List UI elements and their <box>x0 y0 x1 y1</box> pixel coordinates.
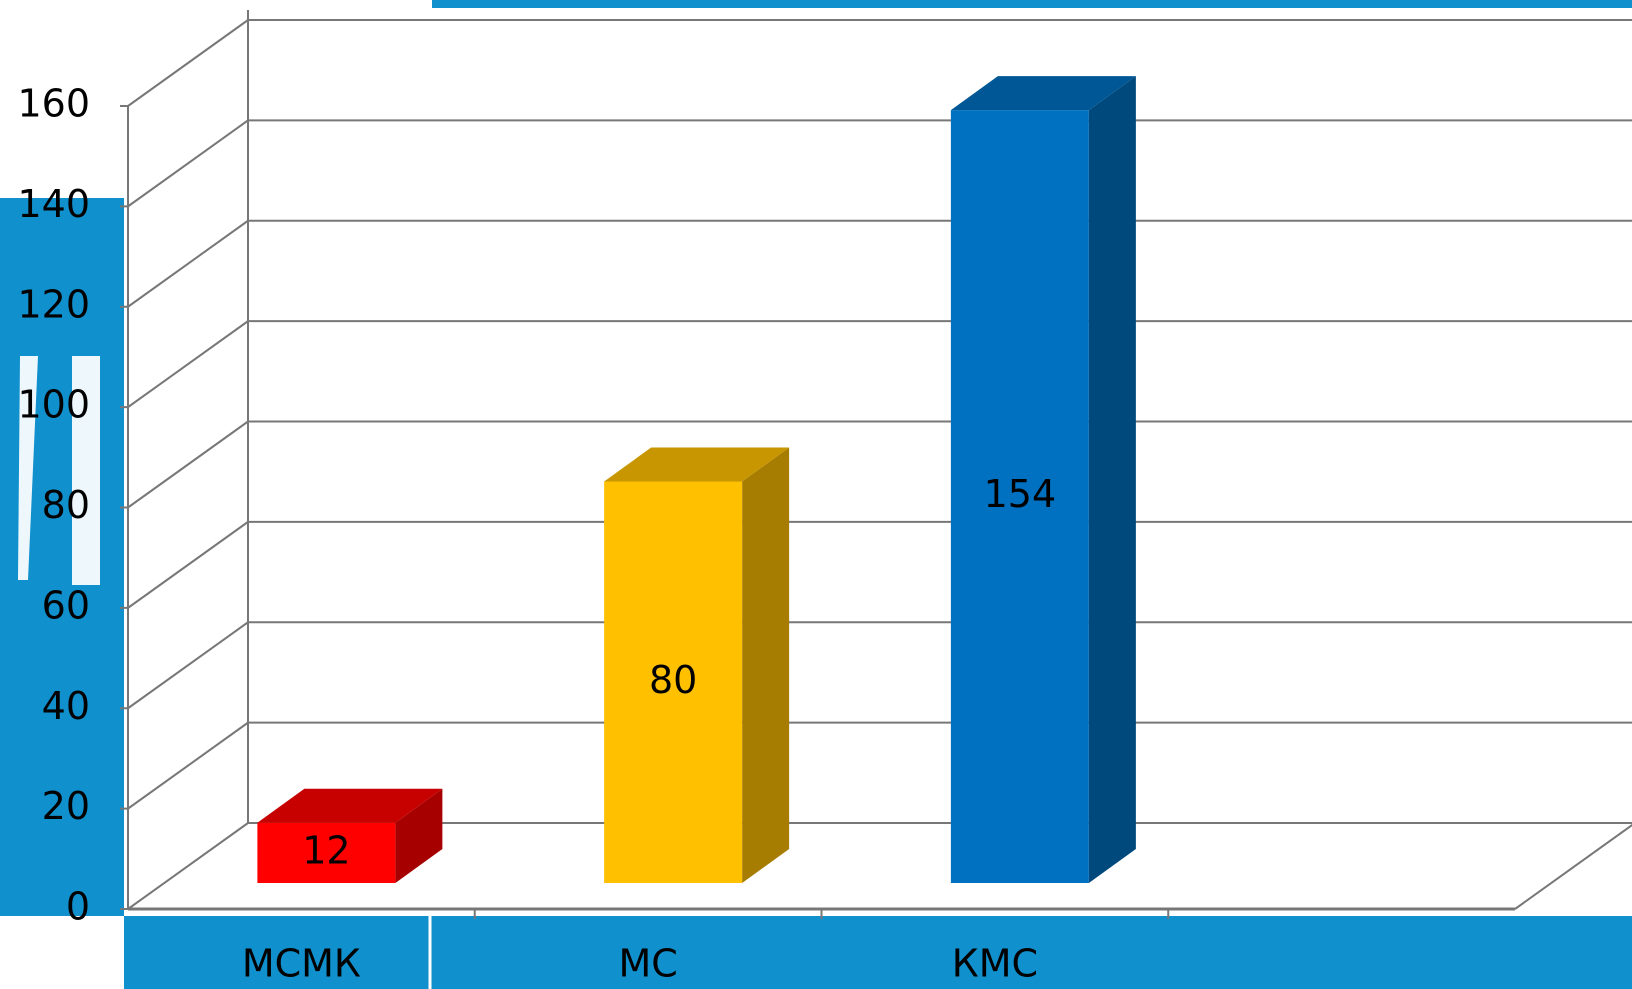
x-tick-label: КМС <box>952 942 1038 986</box>
y-tick-label: 60 <box>42 583 90 627</box>
y-tick-label: 100 <box>17 383 90 427</box>
decor-left-lower <box>0 356 124 916</box>
grid-diagonal <box>128 622 248 708</box>
x-tick-label: МС <box>618 942 677 986</box>
value-label: 80 <box>649 658 697 702</box>
value-label: 12 <box>302 828 350 872</box>
y-tick-label: 20 <box>42 784 90 828</box>
floor-right <box>1515 823 1632 909</box>
y-tick-label: 160 <box>17 82 90 126</box>
grid-diagonal <box>128 321 248 407</box>
y-tick-label: 80 <box>42 483 90 527</box>
grid-diagonal <box>128 422 248 508</box>
x-tick-label: МСМК <box>242 942 361 986</box>
decor-top <box>432 0 1632 8</box>
bar-side <box>1089 76 1136 883</box>
grid-diagonal <box>128 20 248 106</box>
y-tick-label: 120 <box>17 282 90 326</box>
y-tick-label: 40 <box>42 684 90 728</box>
value-label: 154 <box>984 472 1057 516</box>
chart: 0 20 40 60 80 100 120 140 160 МСМК 12 МС 80 КМС 154 <box>0 0 1632 989</box>
grid-diagonal <box>128 823 248 909</box>
grid-diagonal <box>128 522 248 608</box>
bar-side <box>742 448 789 884</box>
grid-diagonal <box>128 120 248 206</box>
y-tick-label: 0 <box>66 885 90 929</box>
grid-diagonal <box>128 723 248 809</box>
grid-diagonal <box>128 221 248 307</box>
y-tick-label: 140 <box>17 182 90 226</box>
